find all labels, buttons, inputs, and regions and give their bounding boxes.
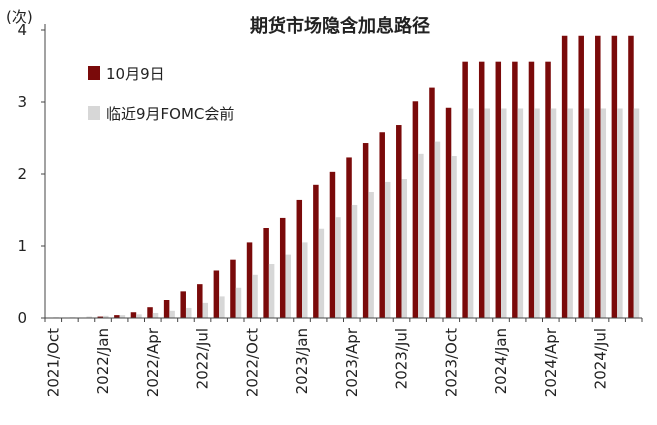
bar-series-1 bbox=[147, 307, 153, 318]
y-tick-label: 3 bbox=[17, 93, 27, 111]
bar-series-2 bbox=[534, 108, 540, 318]
bar-series-1 bbox=[163, 300, 170, 318]
bar-series-1 bbox=[495, 61, 502, 319]
bar-series-2 bbox=[318, 228, 325, 318]
bar-series-1 bbox=[279, 217, 286, 318]
bar-series-1 bbox=[445, 107, 452, 318]
bar-series-1 bbox=[412, 101, 419, 318]
bar-series-1 bbox=[346, 157, 352, 318]
y-axis: 0 1 2 3 4 bbox=[17, 21, 46, 327]
bar-series-2 bbox=[418, 153, 424, 318]
x-tick-label: 2022/Jul bbox=[194, 328, 212, 389]
bar-series-2 bbox=[567, 108, 573, 318]
bar-series-1 bbox=[528, 61, 535, 319]
y-tick-label: 4 bbox=[17, 21, 27, 39]
y-tick-label: 0 bbox=[17, 309, 27, 327]
bar-series-2 bbox=[501, 108, 507, 318]
bar-series-2 bbox=[451, 156, 457, 318]
bar-series-1 bbox=[313, 184, 319, 318]
bar-series-2 bbox=[368, 192, 374, 318]
x-tick-label: 2022/Apr bbox=[144, 327, 162, 397]
bar-series-2 bbox=[600, 108, 607, 318]
bar-series-2 bbox=[169, 310, 175, 318]
x-tick-label: 2024/Jul bbox=[592, 328, 610, 389]
bar-series-2 bbox=[202, 302, 209, 318]
y-axis-unit-label: (次) bbox=[6, 8, 33, 26]
bar-series-1 bbox=[130, 312, 137, 318]
bar-series-2 bbox=[401, 179, 408, 318]
bar-series-2 bbox=[152, 312, 159, 318]
bar-series-1 bbox=[246, 242, 253, 318]
bar-series-2 bbox=[185, 307, 192, 318]
bar-series-1 bbox=[396, 125, 402, 318]
bar-series-2 bbox=[384, 181, 391, 318]
bar-series-2 bbox=[252, 274, 258, 318]
bar-series-2 bbox=[351, 204, 358, 318]
x-tick-label: 2023/Apr bbox=[343, 327, 361, 397]
bars-group bbox=[53, 35, 640, 319]
bar-series-1 bbox=[478, 61, 485, 319]
x-tick-label: 2023/Oct bbox=[442, 328, 460, 397]
bar-series-1 bbox=[263, 228, 269, 318]
x-tick-label: 2022/Jan bbox=[94, 328, 112, 394]
bar-series-2 bbox=[103, 315, 109, 318]
bar-series-2 bbox=[219, 296, 225, 318]
bar-series-1 bbox=[230, 259, 236, 318]
bar-series-2 bbox=[617, 108, 623, 318]
bar-series-2 bbox=[285, 254, 291, 318]
bar-series-1 bbox=[197, 284, 203, 318]
bar-series-2 bbox=[434, 141, 441, 318]
legend-label: 10月9日 bbox=[106, 65, 165, 83]
bar-series-1 bbox=[180, 291, 186, 318]
bar-series-1 bbox=[595, 35, 601, 318]
bar-series-2 bbox=[136, 314, 142, 318]
bar-series-2 bbox=[583, 108, 590, 318]
bar-series-1 bbox=[611, 35, 618, 318]
bar-series-2 bbox=[302, 242, 308, 318]
bar-series-1 bbox=[545, 61, 551, 319]
chart-title: 期货市场隐含加息路径 bbox=[250, 15, 430, 37]
bar-series-2 bbox=[633, 108, 640, 318]
bar-series-1 bbox=[114, 315, 120, 318]
bar-series-2 bbox=[517, 108, 524, 318]
x-tick-label: 2024/Apr bbox=[542, 327, 560, 397]
bar-series-1 bbox=[512, 61, 518, 319]
bar-series-2 bbox=[484, 108, 490, 318]
legend-swatch bbox=[88, 106, 100, 120]
x-tick-label: 2021/Oct bbox=[44, 328, 62, 397]
legend-label: 临近9月FOMC会前 bbox=[106, 105, 234, 123]
x-axis: 2021/Oct 2022/Jan 2022/Apr 2022/Jul 2022/Oct… bbox=[44, 317, 643, 397]
bar-series-1 bbox=[362, 143, 369, 318]
legend-swatch bbox=[88, 66, 100, 80]
bar-series-2 bbox=[86, 316, 92, 318]
bar-series-2 bbox=[467, 108, 474, 318]
y-tick-label: 1 bbox=[17, 237, 27, 255]
bar-series-1 bbox=[462, 61, 468, 319]
bar-series-1 bbox=[379, 132, 385, 318]
bar-series-2 bbox=[550, 108, 557, 318]
bar-series-1 bbox=[213, 270, 220, 318]
x-tick-label: 2022/Oct bbox=[243, 328, 261, 397]
x-tick-label: 2024/Jan bbox=[492, 328, 510, 394]
bar-series-1 bbox=[429, 87, 435, 318]
bar-series-1 bbox=[578, 35, 584, 318]
bar-series-2 bbox=[119, 315, 126, 318]
bar-series-1 bbox=[329, 171, 336, 318]
bar-series-1 bbox=[296, 199, 303, 318]
x-tick-label: 2023/Jan bbox=[293, 328, 311, 394]
bar-series-2 bbox=[235, 287, 242, 318]
bar-series-1 bbox=[628, 35, 634, 318]
bar-series-2 bbox=[335, 217, 341, 318]
bar-series-1 bbox=[561, 35, 568, 318]
bar-series-1 bbox=[97, 316, 104, 318]
bar-series-2 bbox=[268, 264, 275, 318]
y-tick-label: 2 bbox=[17, 165, 27, 183]
x-tick-label: 2023/Jul bbox=[393, 328, 411, 389]
